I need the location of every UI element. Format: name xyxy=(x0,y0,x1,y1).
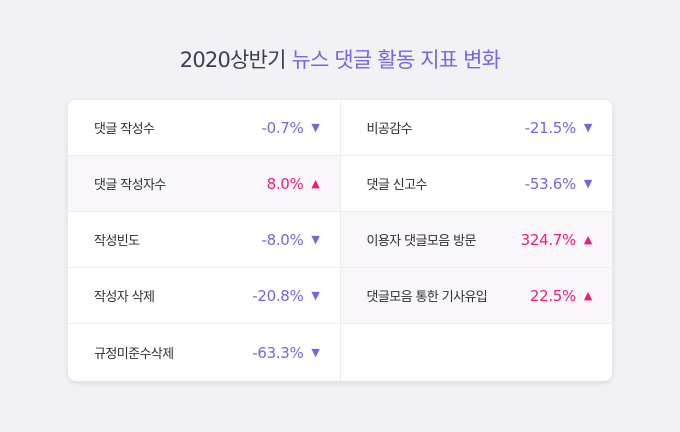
arrow-up-icon: ▲ xyxy=(311,177,320,190)
arrow-down-icon: ▼ xyxy=(311,233,320,246)
arrow-down-icon: ▼ xyxy=(311,289,320,302)
metric-label: 규정미준수삭제 xyxy=(94,347,174,362)
metric-label: 작성자 삭제 xyxy=(94,290,155,305)
metric-percent: -21.5% xyxy=(524,118,577,137)
title-accent: 뉴스 댓글 활동 지표 변화 xyxy=(291,48,501,72)
metric-row: 댓글 신고수 -53.6% ▼ xyxy=(340,156,612,212)
metric-row: 이용자 댓글모음 방문 324.7% ▲ xyxy=(340,212,612,268)
arrow-down-icon: ▼ xyxy=(311,121,320,134)
metric-value: 8.0% ▲ xyxy=(267,175,322,193)
metrics-column-right: 비공감수 -21.5% ▼ 댓글 신고수 -53.6% ▼ 이용자 댓글모음 방… xyxy=(339,100,613,381)
arrow-down-icon: ▼ xyxy=(311,346,320,359)
metric-percent: 8.0% xyxy=(266,174,304,193)
metric-value: 324.7% ▲ xyxy=(521,231,594,249)
metric-row: 규정미준수삭제 -63.3% ▼ xyxy=(68,324,340,381)
metrics-column-left: 댓글 작성수 -0.7% ▼ 댓글 작성자수 8.0% ▲ 작성빈도 -8.0%… xyxy=(68,100,340,381)
metric-row: 작성자 삭제 -20.8% ▼ xyxy=(68,268,340,324)
arrow-up-icon: ▲ xyxy=(583,233,593,246)
metric-row: 비공감수 -21.5% ▼ xyxy=(340,100,612,156)
arrow-down-icon: ▼ xyxy=(583,177,593,190)
metric-label: 댓글 작성자수 xyxy=(94,178,166,193)
metric-percent: -8.0% xyxy=(261,230,304,249)
metric-value: -21.5% ▼ xyxy=(525,119,594,137)
title-prefix: 2020상반기 xyxy=(179,48,292,72)
metrics-card: 댓글 작성수 -0.7% ▼ 댓글 작성자수 8.0% ▲ 작성빈도 -8.0%… xyxy=(68,100,612,381)
metric-value: -8.0% ▼ xyxy=(261,231,321,249)
metric-label: 이용자 댓글모음 방문 xyxy=(366,234,477,249)
metric-row: 댓글 작성수 -0.7% ▼ xyxy=(68,100,340,156)
metric-label: 댓글모음 통한 기사유입 xyxy=(366,290,488,305)
metric-label: 비공감수 xyxy=(366,122,413,137)
metric-percent: 324.7% xyxy=(520,230,577,249)
metric-value: -63.3% ▼ xyxy=(252,344,321,362)
arrow-up-icon: ▲ xyxy=(583,289,593,302)
metric-value: -53.6% ▼ xyxy=(525,175,594,193)
metric-percent: -20.8% xyxy=(252,286,304,305)
metric-value: -20.8% ▼ xyxy=(252,287,321,305)
metric-value: -0.7% ▼ xyxy=(261,119,321,137)
metric-percent: -53.6% xyxy=(524,174,577,193)
metric-row: 댓글 작성자수 8.0% ▲ xyxy=(68,156,340,212)
metric-value: 22.5% ▲ xyxy=(530,287,594,305)
metric-label: 작성빈도 xyxy=(94,234,140,249)
arrow-down-icon: ▼ xyxy=(583,121,593,134)
metric-percent: -63.3% xyxy=(252,343,304,362)
metric-percent: 22.5% xyxy=(529,286,576,305)
metric-row-empty xyxy=(341,324,613,381)
metric-row: 작성빈도 -8.0% ▼ xyxy=(68,212,340,268)
metric-label: 댓글 작성수 xyxy=(94,122,155,137)
page-title: 2020상반기 뉴스 댓글 활동 지표 변화 xyxy=(0,44,680,74)
metric-label: 댓글 신고수 xyxy=(366,178,428,193)
metric-row: 댓글모음 통한 기사유입 22.5% ▲ xyxy=(340,268,612,324)
metric-percent: -0.7% xyxy=(261,118,304,137)
